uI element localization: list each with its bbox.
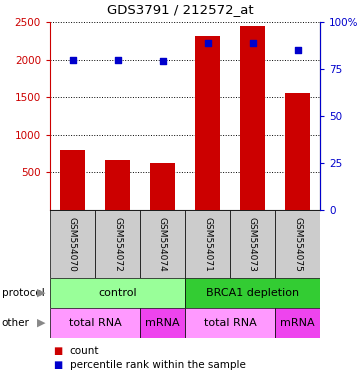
Text: ■: ■	[54, 346, 63, 356]
Bar	[140, 210, 185, 278]
Text: mRNA: mRNA	[145, 318, 180, 328]
Point	[114, 56, 120, 63]
Bar	[105, 161, 130, 210]
Bar	[50, 278, 185, 308]
Bar	[185, 308, 275, 338]
Point	[205, 40, 210, 46]
Text: percentile rank within the sample: percentile rank within the sample	[70, 360, 246, 370]
Bar	[150, 163, 175, 210]
Bar	[240, 26, 265, 210]
Text: GSM554070: GSM554070	[68, 217, 77, 271]
Text: BRCA1 depletion: BRCA1 depletion	[206, 288, 299, 298]
Bar	[185, 278, 320, 308]
Text: GSM554075: GSM554075	[293, 217, 302, 271]
Point	[249, 40, 255, 46]
Point	[70, 56, 75, 63]
Text: mRNA: mRNA	[280, 318, 315, 328]
Text: ▶: ▶	[37, 288, 45, 298]
Text: GSM554072: GSM554072	[113, 217, 122, 271]
Text: total RNA: total RNA	[204, 318, 256, 328]
Bar	[275, 308, 320, 338]
Bar	[230, 210, 275, 278]
Text: ▶: ▶	[37, 318, 45, 328]
Text: GDS3791 / 212572_at: GDS3791 / 212572_at	[107, 3, 254, 16]
Text: GSM554073: GSM554073	[248, 217, 257, 271]
Bar	[50, 308, 140, 338]
Text: protocol: protocol	[2, 288, 44, 298]
Bar	[285, 93, 310, 210]
Text: GSM554074: GSM554074	[158, 217, 167, 271]
Bar	[275, 210, 320, 278]
Text: other: other	[2, 318, 30, 328]
Text: GSM554071: GSM554071	[203, 217, 212, 271]
Bar	[185, 210, 230, 278]
Point	[160, 58, 165, 65]
Text: total RNA: total RNA	[69, 318, 121, 328]
Text: ■: ■	[54, 360, 63, 370]
Bar	[50, 210, 95, 278]
Bar	[140, 308, 185, 338]
Text: control: control	[98, 288, 137, 298]
Bar	[60, 150, 85, 210]
Bar	[195, 36, 220, 210]
Bar	[95, 210, 140, 278]
Point	[295, 47, 300, 53]
Text: count: count	[70, 346, 99, 356]
